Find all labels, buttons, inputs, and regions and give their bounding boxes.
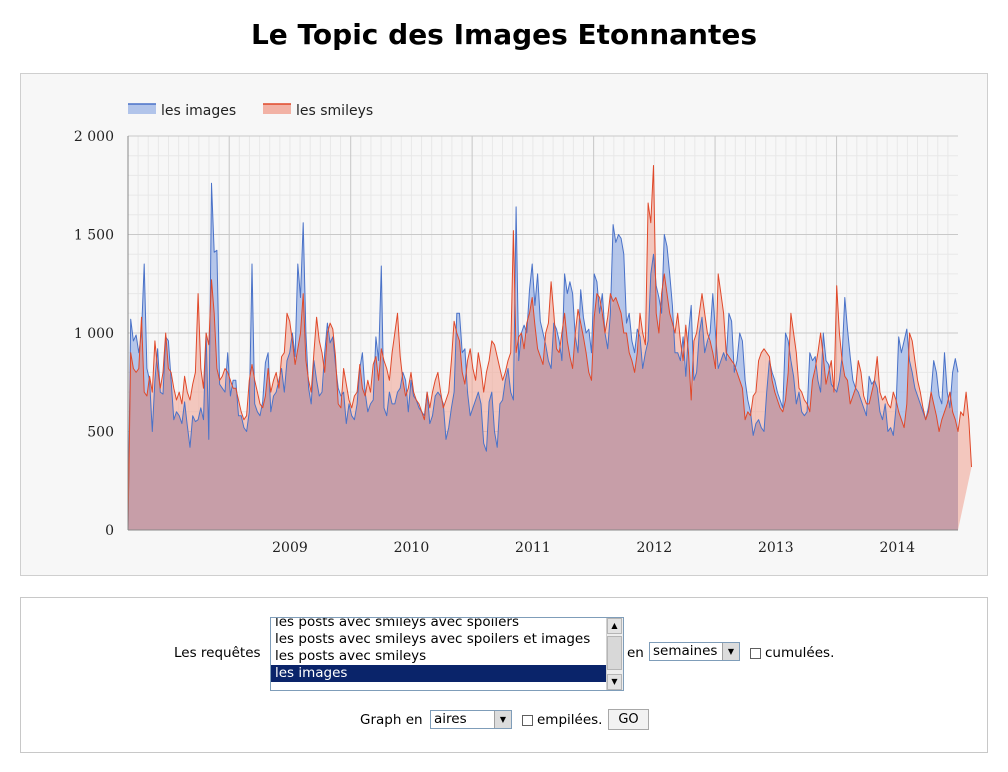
listbox-scrollbar[interactable]: ▲ ▼ <box>606 618 623 690</box>
requests-listbox[interactable]: les posts avec smileys avec spoilers les… <box>270 617 624 691</box>
page-title: Le Topic des Images Etonnantes <box>250 18 758 51</box>
legend-label-images: les images <box>161 103 236 119</box>
y-tick-label: 0 <box>105 523 114 539</box>
list-item[interactable]: les posts avec smileys avec spoilers <box>275 617 519 630</box>
requests-label: Les requêtes <box>174 645 261 661</box>
graph-label: Graph en <box>360 712 423 728</box>
legend-swatch-smileys <box>263 104 291 114</box>
x-tick-label: 2010 <box>394 540 430 556</box>
y-tick-label: 2 000 <box>74 129 114 145</box>
area-chart: 0 500 1 000 1 500 2 000 2009 2010 2011 2012 2013 2… <box>74 103 972 556</box>
stacked-label: empilées. <box>537 712 603 728</box>
series-overlap-area <box>128 254 958 530</box>
cumulative-label: cumulées. <box>765 645 835 661</box>
y-tick-label: 1 500 <box>74 228 114 244</box>
series-line-images <box>127 182 959 531</box>
requests-list: les posts avec smileys avec spoilers les… <box>271 617 606 682</box>
y-tick-label: 500 <box>87 425 114 441</box>
x-tick-label: 2013 <box>758 540 794 556</box>
chart-panel: 0 500 1 000 1 500 2 000 2009 2010 2011 2012 2013 2… <box>20 73 988 576</box>
chevron-down-icon[interactable]: ▼ <box>494 711 511 728</box>
list-item-selected[interactable]: les images <box>271 665 606 682</box>
x-tick-label: 2012 <box>637 540 673 556</box>
scroll-down-arrow-icon[interactable]: ▼ <box>607 674 622 690</box>
go-button[interactable]: GO <box>608 709 649 730</box>
period-select-value: semaines <box>653 643 718 659</box>
graph-type-select[interactable]: aires ▼ <box>430 710 512 729</box>
list-item[interactable]: les posts avec smileys <box>275 648 427 664</box>
period-select[interactable]: semaines ▼ <box>649 642 740 661</box>
x-tick-label: 2009 <box>272 540 308 556</box>
stacked-checkbox[interactable] <box>522 715 533 726</box>
cumulative-checkbox[interactable] <box>750 648 761 659</box>
list-item[interactable]: les posts avec smileys avec spoilers et … <box>275 631 591 647</box>
en-label: en <box>627 645 644 661</box>
graph-type-select-value: aires <box>434 711 467 727</box>
scroll-up-arrow-icon[interactable]: ▲ <box>607 618 622 634</box>
scrollbar-thumb[interactable] <box>607 636 622 670</box>
x-tick-label: 2014 <box>879 540 915 556</box>
legend-label-smileys: les smileys <box>296 103 373 119</box>
series-line-smileys <box>127 165 972 531</box>
query-controls-panel: Les requêtes les posts avec smileys avec… <box>20 597 988 753</box>
y-tick-label: 1 000 <box>74 326 114 342</box>
x-tick-label: 2011 <box>515 540 551 556</box>
legend-swatch-images <box>128 104 156 114</box>
chevron-down-icon[interactable]: ▼ <box>722 643 739 660</box>
